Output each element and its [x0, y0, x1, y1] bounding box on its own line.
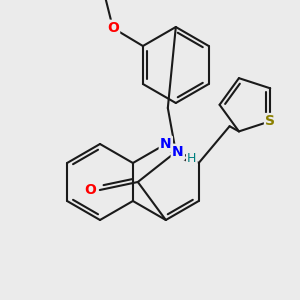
- Text: O: O: [107, 21, 119, 35]
- Text: N: N: [160, 137, 172, 151]
- Text: O: O: [84, 183, 96, 197]
- Text: H: H: [187, 152, 196, 164]
- Text: N: N: [172, 145, 184, 159]
- Text: S: S: [265, 114, 275, 128]
